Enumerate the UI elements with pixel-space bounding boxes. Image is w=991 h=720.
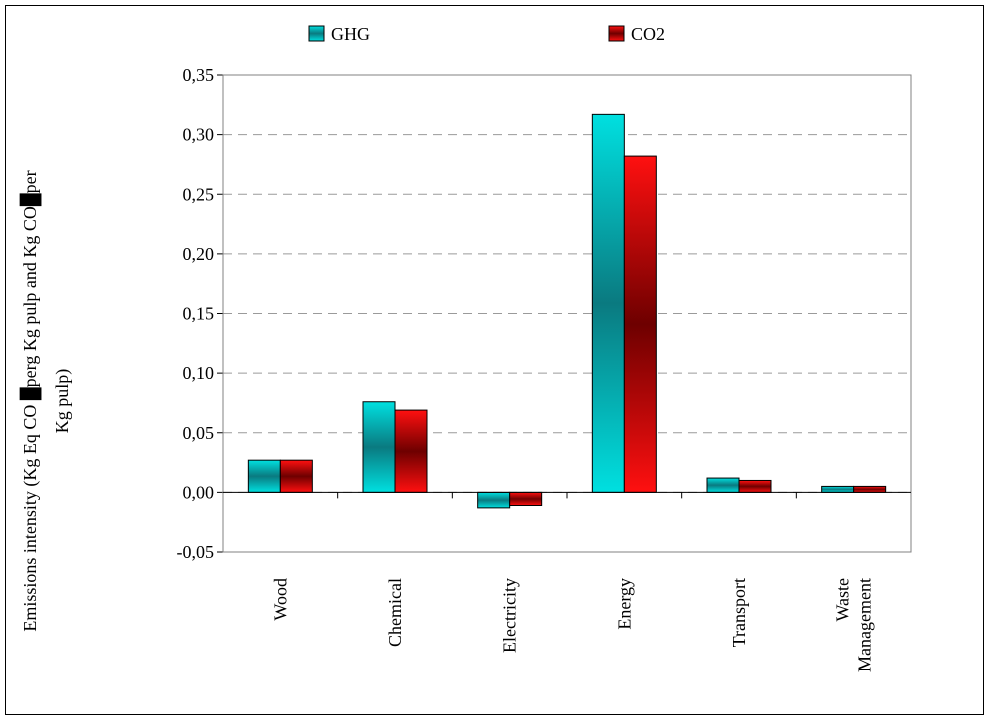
bars xyxy=(247,113,887,509)
y-tick-label: 0,15 xyxy=(183,304,215,324)
bar-ghg xyxy=(362,401,396,493)
legend-swatch-co2 xyxy=(608,25,625,42)
y-tick-label: 0,00 xyxy=(183,482,215,502)
bar-co2 xyxy=(509,491,543,506)
y-tick-label: 0,05 xyxy=(183,423,215,443)
bar-ghg xyxy=(247,459,281,493)
legend: GHG CO2 xyxy=(308,24,665,44)
bar-co2 xyxy=(623,155,657,493)
y-tick-label: 0,10 xyxy=(183,363,215,383)
chart-frame: -0,05 0,00 0,05 0,10 0,15 0,20 0,25 0,30 0,35 Woo… xyxy=(5,5,984,715)
x-tick-label: Transport xyxy=(729,578,749,647)
x-tick-label: Chemical xyxy=(385,578,405,647)
bar-co2 xyxy=(738,479,772,493)
chart-svg: -0,05 0,00 0,05 0,10 0,15 0,20 0,25 0,30 0,35 Woo… xyxy=(19,24,912,672)
y-tick-label: 0,25 xyxy=(183,184,215,204)
y-tick-label: -0,05 xyxy=(177,542,215,562)
x-tick-label: Management xyxy=(855,578,875,672)
y-tick-label: 0,20 xyxy=(183,244,215,264)
bar-ghg xyxy=(591,113,625,493)
y-axis-label: Kg pulp) xyxy=(52,369,73,434)
bar-ghg xyxy=(477,491,511,509)
y-axis-label: Emissions intensity (Kg Eq CO █perg Kg p… xyxy=(19,170,42,631)
x-tick-label: Waste xyxy=(833,578,853,622)
legend-label-co2: CO2 xyxy=(631,24,665,44)
bar-ghg xyxy=(821,485,855,493)
labels: -0,05 0,00 0,05 0,10 0,15 0,20 0,25 0,30 0,35 Woo… xyxy=(19,65,875,672)
bar-ghg xyxy=(706,477,740,493)
bar-co2 xyxy=(394,409,428,493)
x-tick-label: Energy xyxy=(614,578,634,630)
plot-area xyxy=(222,74,912,553)
bar-co2 xyxy=(279,459,313,493)
bar-co2 xyxy=(853,485,887,493)
legend-label-ghg: GHG xyxy=(331,24,370,44)
axes xyxy=(217,74,912,553)
gridlines xyxy=(223,134,911,493)
y-tick-label: 0,30 xyxy=(183,125,215,145)
y-tick-label: 0,35 xyxy=(183,65,215,85)
x-tick-label: Electricity xyxy=(500,578,520,653)
legend-swatch-ghg xyxy=(308,25,325,42)
x-tick-label: Wood xyxy=(270,578,290,621)
